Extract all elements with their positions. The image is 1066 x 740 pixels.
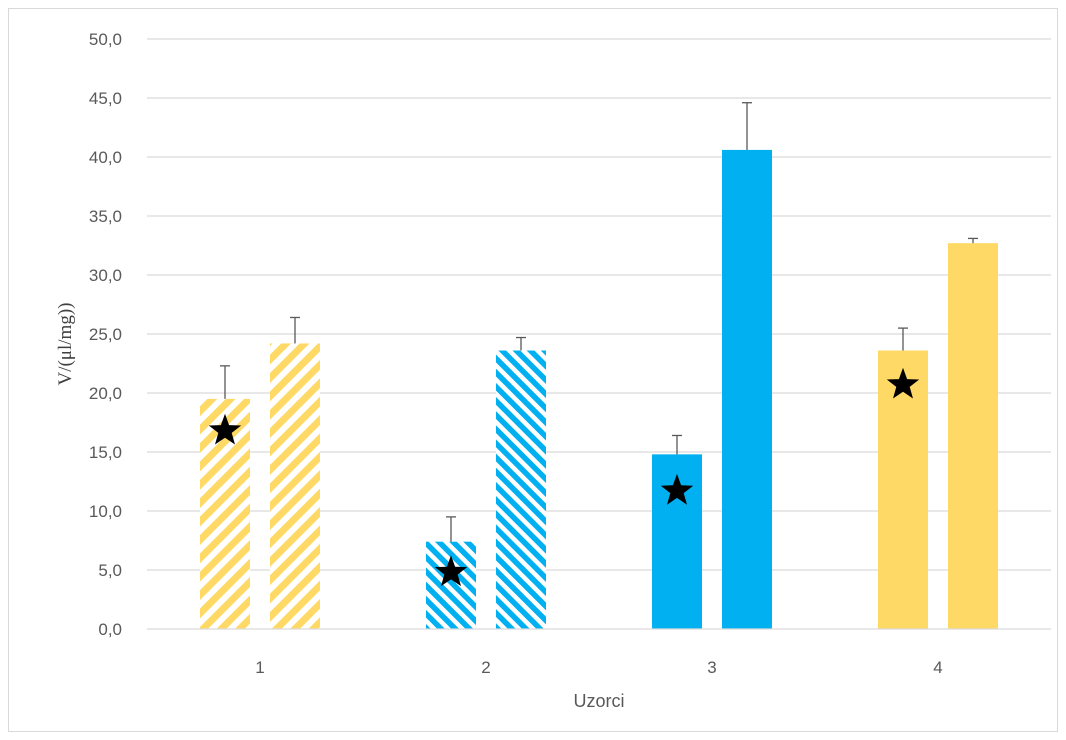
x-tick-label: 2 — [481, 658, 490, 677]
bar — [496, 350, 546, 629]
bar — [948, 243, 998, 629]
y-tick-label: 40,0 — [89, 148, 122, 167]
bar-chart: 0,0 5,0 10,0 15,0 20,0 25,0 30,0 35,0 40,0 45,0 50… — [55, 30, 1051, 711]
bar — [270, 343, 320, 629]
y-tick-label: 25,0 — [89, 325, 122, 344]
y-tick-label: 35,0 — [89, 207, 122, 226]
bars — [200, 102, 998, 630]
bar — [878, 350, 928, 629]
bar — [722, 149, 772, 630]
star-marker — [434, 555, 468, 587]
y-tick-label: 30,0 — [89, 266, 122, 285]
y-tick-label: 5,0 — [98, 561, 122, 580]
x-tick-label: 4 — [933, 658, 942, 677]
y-tick-label: 45,0 — [89, 89, 122, 108]
y-tick-label: 10,0 — [89, 502, 122, 521]
y-tick-label: 0,0 — [98, 620, 122, 639]
x-axis-title: Uzorci — [573, 691, 624, 711]
chart-frame: 0,0 5,0 10,0 15,0 20,0 25,0 30,0 35,0 40,0 45,0 50… — [8, 8, 1058, 732]
y-tick-label: 50,0 — [89, 30, 122, 49]
star-marker — [208, 413, 242, 445]
bar — [426, 541, 476, 629]
y-axis-ticks: 0,0 5,0 10,0 15,0 20,0 25,0 30,0 35,0 40,0 45,0 50… — [89, 30, 122, 639]
y-tick-label: 20,0 — [89, 384, 122, 403]
star-marker — [886, 367, 920, 399]
x-tick-label: 1 — [255, 658, 264, 677]
y-axis-title: V/(μl/mg)) — [55, 302, 76, 385]
star-marker — [660, 473, 694, 505]
y-tick-label: 15,0 — [89, 443, 122, 462]
x-tick-label: 3 — [707, 658, 716, 677]
x-axis-ticks: 1 2 3 4 — [255, 658, 942, 677]
